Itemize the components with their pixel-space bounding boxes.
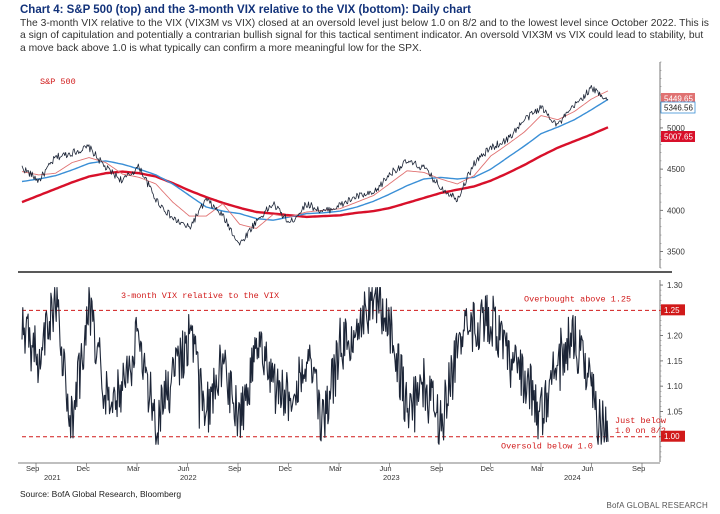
brand-footer: BofA GLOBAL RESEARCH: [606, 501, 708, 510]
value-label-box: [661, 430, 685, 442]
value-label-text: 1.25: [664, 306, 680, 315]
series-line-200-day-moving-average: [21, 126, 609, 219]
bottom-y-tick-label: 1.30: [667, 281, 683, 290]
source-note: Source: BofA Global Research, Bloomberg: [20, 489, 182, 499]
vix-ratio-panel-label: 3-month VIX relative to the VIX: [121, 291, 279, 301]
vix-ratio-panel: 1.05 1.10 1.15 1.20 1.30 Overbought above 1.2…: [21, 280, 685, 462]
series-line-50-day-moving-average: [21, 90, 609, 229]
x-tick-label-month: Sep: [26, 464, 39, 473]
value-label-text: 5007.65: [664, 133, 693, 142]
x-tick-label-year: 2022: [180, 473, 197, 482]
x-tick-label-year: 2021: [44, 473, 61, 482]
value-label-box: [661, 93, 695, 104]
x-tick-label-month: Jun: [582, 464, 594, 473]
bottom-y-tick-label: 1.10: [667, 382, 683, 391]
top-y-tick-label: 5000: [667, 124, 685, 133]
shared-x-axis: Sep Dec Mar Jun Sep Dec Mar Jun Sep Dec Mar Jun Sep 2…: [18, 462, 660, 482]
x-tick-label-month: Dec: [279, 464, 293, 473]
x-tick-label-month: Mar: [531, 464, 544, 473]
series-line-s-p-500: [21, 85, 609, 246]
bottom-y-tick-label: 1.15: [667, 357, 683, 366]
value-label-box: [660, 101, 696, 114]
chart-description: The 3-month VIX relative to the VIX (VIX…: [20, 18, 709, 54]
series-line-100-day-moving-average: [21, 98, 609, 221]
top-y-tick-label: 4500: [667, 165, 685, 174]
x-tick-label-month: Sep: [430, 464, 443, 473]
x-tick-label-month: Jun: [380, 464, 392, 473]
x-tick-label-month: Mar: [127, 464, 140, 473]
top-y-tick-label: 3500: [667, 248, 685, 257]
x-tick-label-year: 2023: [383, 473, 400, 482]
annotation-line-2: 1.0 on 8/2: [615, 426, 666, 436]
top-y-tick-label: 4000: [667, 206, 685, 215]
x-tick-label-month: Dec: [481, 464, 495, 473]
annotation-line-1: Just below: [615, 416, 667, 426]
series-line-vix3m-vix: [21, 287, 609, 445]
bottom-y-tick-label: 1.05: [667, 407, 683, 416]
x-tick-label-month: Jun: [178, 464, 190, 473]
top-value-label: 5346.56: [660, 101, 696, 114]
x-tick-label-month: Dec: [77, 464, 91, 473]
value-label-text: 1.00: [664, 432, 680, 441]
top-value-label: 5007.65: [661, 131, 695, 142]
bottom-value-label: 1.25: [661, 304, 685, 316]
value-label-text: 5449.65: [664, 95, 693, 104]
bottom-y-tick-label: 1.20: [667, 332, 683, 341]
x-tick-label-month: Mar: [329, 464, 342, 473]
x-tick-label-month: Sep: [632, 464, 645, 473]
sp500-panel-label: S&P 500: [40, 77, 76, 87]
value-label-box: [661, 131, 695, 142]
chart-title: Chart 4: S&P 500 (top) and the 3-month V…: [20, 4, 471, 16]
reference-line-label: Oversold below 1.0: [501, 442, 593, 452]
bottom-value-label: 1.00: [661, 430, 685, 442]
value-label-box: [661, 304, 685, 316]
reference-line-label: Overbought above 1.25: [524, 294, 631, 304]
x-tick-label-month: Sep: [228, 464, 241, 473]
value-label-text: 5346.56: [664, 104, 693, 113]
top-value-label: 5449.65: [661, 93, 695, 104]
x-tick-label-year: 2024: [564, 473, 581, 482]
